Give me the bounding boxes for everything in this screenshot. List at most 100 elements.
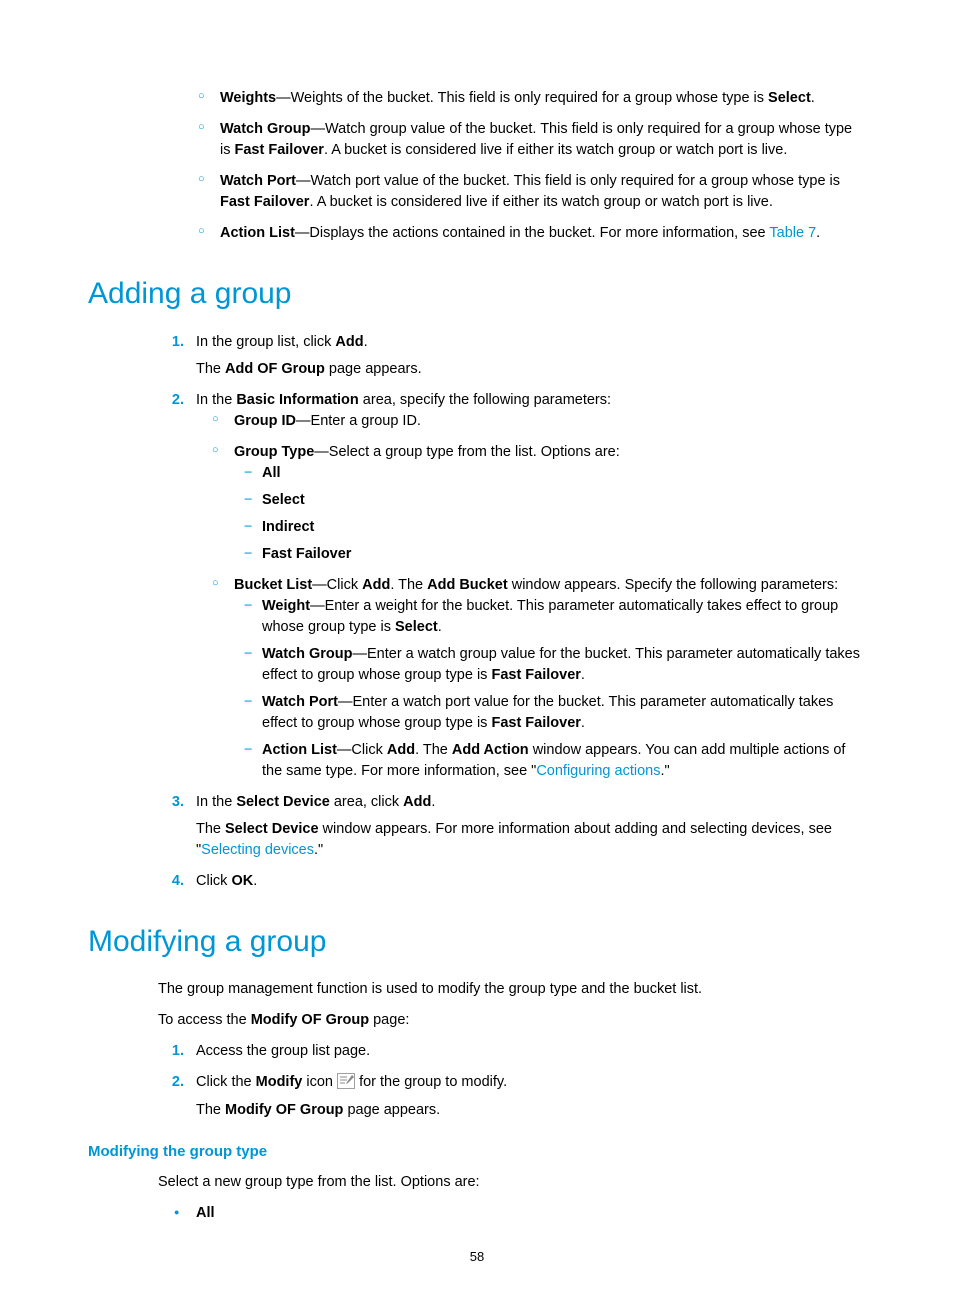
tail: . bbox=[581, 667, 585, 683]
tail: . bbox=[431, 794, 435, 810]
bold: Modify bbox=[256, 1074, 303, 1090]
group-type-options: All Select Indirect Fast Failover bbox=[234, 463, 866, 565]
text: —Enter a weight for the bucket. This par… bbox=[262, 598, 838, 635]
suffix: Fast Failover bbox=[235, 142, 324, 158]
text: The bbox=[196, 821, 225, 837]
text: Access the group list page. bbox=[196, 1043, 370, 1059]
label: All bbox=[196, 1205, 215, 1221]
label: Select bbox=[262, 492, 305, 508]
bold: Select bbox=[395, 619, 438, 635]
term: Weights bbox=[220, 90, 276, 106]
step-3: 3. In the Select Device area, click Add.… bbox=[158, 792, 866, 861]
bucket-params: Weight—Enter a weight for the bucket. Th… bbox=[234, 596, 866, 782]
param-group-id: Group ID—Enter a group ID. bbox=[196, 411, 866, 432]
bold: Fast Failover bbox=[491, 715, 580, 731]
tail: page: bbox=[369, 1012, 409, 1028]
term: Weight bbox=[262, 598, 310, 614]
step-marker: 1. bbox=[158, 1041, 184, 1062]
opt-select: Select bbox=[234, 490, 866, 511]
step-1: 1. In the group list, click Add. The Add… bbox=[158, 332, 866, 380]
bold: Add OF Group bbox=[225, 361, 325, 377]
step-marker: 1. bbox=[158, 332, 184, 353]
term: Watch Port bbox=[262, 694, 338, 710]
opt-fast-failover: Fast Failover bbox=[234, 544, 866, 565]
modifying-intro: The group management function is used to… bbox=[158, 979, 866, 1000]
modifying-type-intro: Select a new group type from the list. O… bbox=[158, 1172, 866, 1193]
text: —Watch port value of the bucket. This fi… bbox=[296, 173, 840, 189]
label: Fast Failover bbox=[262, 546, 351, 562]
text: In the bbox=[196, 794, 236, 810]
text: The bbox=[196, 1102, 225, 1118]
label: Indirect bbox=[262, 519, 314, 535]
bold: Add bbox=[335, 334, 363, 350]
text: Click bbox=[196, 873, 231, 889]
bold: Add bbox=[362, 577, 390, 593]
step1-sub: The Add OF Group page appears. bbox=[196, 359, 866, 380]
term: Watch Port bbox=[220, 173, 296, 189]
tail: . The bbox=[415, 742, 452, 758]
term: Action List bbox=[220, 225, 295, 241]
field-weights: Weights—Weights of the bucket. This fiel… bbox=[182, 88, 866, 109]
text: —Displays the actions contained in the b… bbox=[295, 225, 769, 241]
heading-adding-a-group: Adding a group bbox=[88, 272, 866, 316]
modifying-steps: 1. Access the group list page. 2. Click … bbox=[88, 1041, 866, 1120]
heading-modifying-group-type: Modifying the group type bbox=[88, 1141, 866, 1163]
table7-link[interactable]: Table 7 bbox=[769, 225, 816, 241]
term: Group ID bbox=[234, 413, 296, 429]
modify-icon bbox=[337, 1073, 355, 1089]
term: Watch Group bbox=[262, 646, 352, 662]
top-bucket-fields: Weights—Weights of the bucket. This fiel… bbox=[88, 88, 866, 244]
selecting-devices-link[interactable]: Selecting devices bbox=[201, 842, 314, 858]
bold: Modify OF Group bbox=[251, 1012, 369, 1028]
step-marker: 4. bbox=[158, 871, 184, 892]
tail: page appears. bbox=[343, 1102, 440, 1118]
term: Action List bbox=[262, 742, 337, 758]
tail: . bbox=[581, 715, 585, 731]
tail: ." bbox=[314, 842, 323, 858]
adding-steps: 1. In the group list, click Add. The Add… bbox=[88, 332, 866, 892]
bold: Basic Information bbox=[236, 392, 358, 408]
bold: Add bbox=[403, 794, 431, 810]
term: Bucket List bbox=[234, 577, 312, 593]
configuring-actions-link[interactable]: Configuring actions bbox=[536, 763, 660, 779]
text: —Select a group type from the list. Opti… bbox=[314, 444, 619, 460]
modifying-type-options: All bbox=[88, 1203, 866, 1224]
text: Click the bbox=[196, 1074, 256, 1090]
text: area, click bbox=[330, 794, 403, 810]
mstep-1: 1. Access the group list page. bbox=[158, 1041, 866, 1062]
label: All bbox=[262, 465, 281, 481]
text: —Weights of the bucket. This field is on… bbox=[276, 90, 768, 106]
field-action-list: Action List—Displays the actions contain… bbox=[182, 223, 866, 244]
mstep2-sub: The Modify OF Group page appears. bbox=[196, 1100, 866, 1121]
bold: Add Bucket bbox=[427, 577, 508, 593]
text: —Click bbox=[337, 742, 387, 758]
opt-indirect: Indirect bbox=[234, 517, 866, 538]
tail: . bbox=[438, 619, 442, 635]
text: In the group list, click bbox=[196, 334, 335, 350]
step3-sub: The Select Device window appears. For mo… bbox=[196, 819, 866, 861]
tail: ." bbox=[660, 763, 669, 779]
text: icon bbox=[302, 1074, 337, 1090]
param-group-type: Group Type—Select a group type from the … bbox=[196, 442, 866, 565]
suffix: Fast Failover bbox=[220, 194, 309, 210]
text: —Click bbox=[312, 577, 362, 593]
opt-all: All bbox=[234, 463, 866, 484]
tail: . bbox=[253, 873, 257, 889]
field-watch-group: Watch Group—Watch group value of the buc… bbox=[182, 119, 866, 161]
page-number: 58 bbox=[88, 1248, 866, 1267]
field-watch-port: Watch Port—Watch port value of the bucke… bbox=[182, 171, 866, 213]
step-marker: 2. bbox=[158, 1072, 184, 1093]
opt-all: All bbox=[158, 1203, 866, 1224]
tail: . A bucket is considered live if either … bbox=[324, 142, 787, 158]
step-marker: 2. bbox=[158, 390, 184, 411]
suffix: Select bbox=[768, 90, 811, 106]
bold: Modify OF Group bbox=[225, 1102, 343, 1118]
term: Group Type bbox=[234, 444, 314, 460]
tail: window appears. Specify the following pa… bbox=[508, 577, 838, 593]
bold: Add Action bbox=[452, 742, 529, 758]
bp-watch-group: Watch Group—Enter a watch group value fo… bbox=[234, 644, 866, 686]
tail: . bbox=[811, 90, 815, 106]
bp-watch-port: Watch Port—Enter a watch port value for … bbox=[234, 692, 866, 734]
bold: Select Device bbox=[236, 794, 330, 810]
text: To access the bbox=[158, 1012, 251, 1028]
